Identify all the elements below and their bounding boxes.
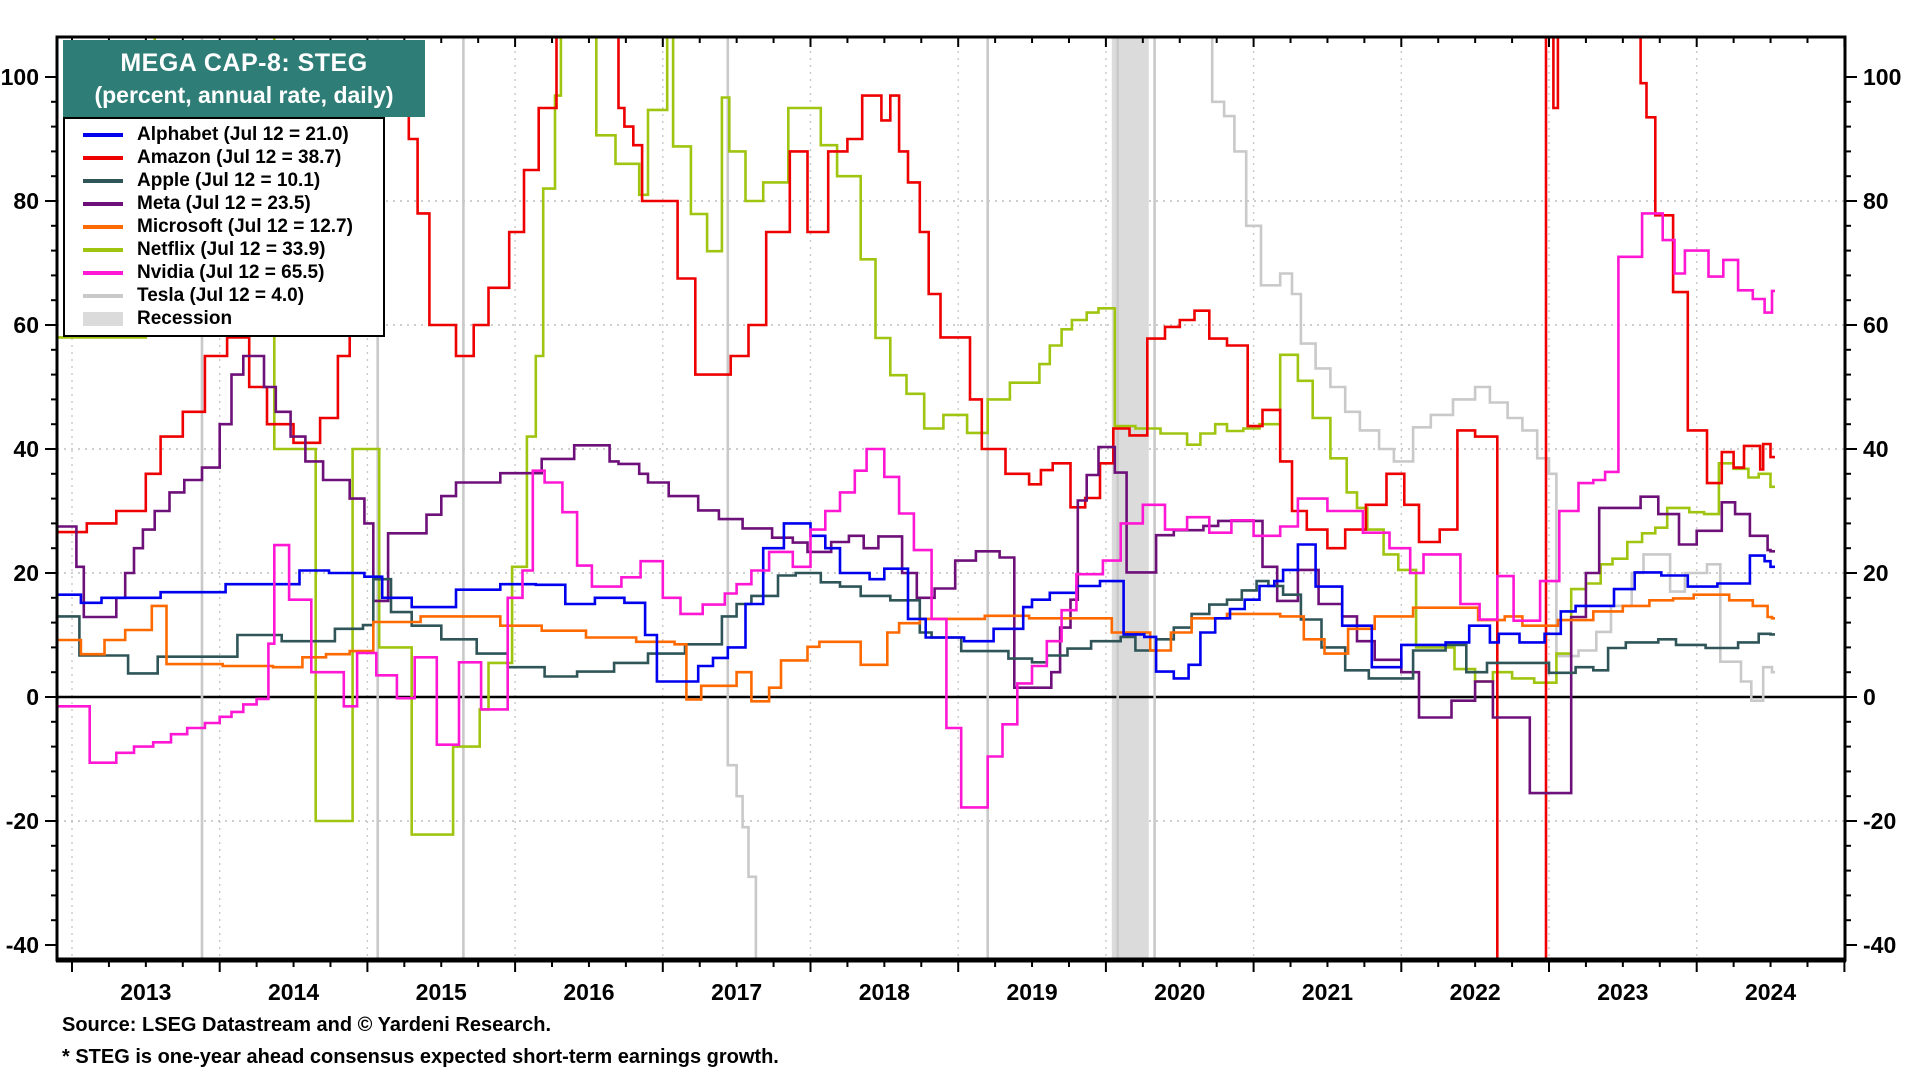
legend-item: Meta (Jul 12 = 23.5) (65, 193, 383, 216)
legend-line-swatch (83, 248, 123, 252)
legend-label: Tesla (Jul 12 = 4.0) (137, 285, 305, 306)
legend-item: Recession (65, 308, 383, 331)
y-axis-label-left: 40 (13, 436, 39, 462)
series-line-nvidia (57, 212, 1775, 809)
y-axis-label-left: 80 (13, 188, 39, 214)
legend-item: Tesla (Jul 12 = 4.0) (65, 285, 383, 308)
y-axis-label-right: -40 (1863, 932, 1896, 958)
chart-title: MEGA CAP-8: STEG (120, 48, 368, 77)
legend-item: Netflix (Jul 12 = 33.9) (65, 239, 383, 262)
series-line-tesla (200, 37, 1775, 960)
x-axis-label: 2018 (859, 979, 910, 1005)
legend-line-swatch (83, 225, 123, 229)
legend-label: Amazon (Jul 12 = 38.7) (137, 147, 342, 168)
legend-line-swatch (83, 133, 123, 137)
legend-line-swatch (83, 156, 123, 160)
legend-label: Alphabet (Jul 12 = 21.0) (137, 124, 349, 145)
x-axis-label: 2024 (1745, 979, 1796, 1005)
legend-recession-swatch (83, 312, 123, 326)
legend-item: Nvidia (Jul 12 = 65.5) (65, 262, 383, 285)
y-axis-label-left: 0 (26, 684, 39, 710)
y-axis-label-left: -20 (6, 808, 39, 834)
x-axis-label: 2013 (120, 979, 171, 1005)
footnote-steg-definition: * STEG is one-year ahead consensus expec… (62, 1046, 779, 1068)
y-axis-label-right: 80 (1863, 188, 1889, 214)
y-axis-label-right: 40 (1863, 436, 1889, 462)
series-group (57, 37, 1775, 960)
x-axis-label: 2015 (416, 979, 467, 1005)
y-axis-label-left: 100 (1, 64, 39, 90)
x-axis-label: 2016 (563, 979, 614, 1005)
x-axis-label: 2020 (1154, 979, 1205, 1005)
legend-item: Amazon (Jul 12 = 38.7) (65, 147, 383, 170)
series-line-microsoft (57, 593, 1775, 703)
legend-line-swatch (83, 202, 123, 206)
x-axis-label: 2023 (1597, 979, 1648, 1005)
legend-label: Microsoft (Jul 12 = 12.7) (137, 216, 353, 237)
legend-item: Apple (Jul 12 = 10.1) (65, 170, 383, 193)
legend-line-swatch (83, 294, 123, 298)
chart-subtitle: (percent, annual rate, daily) (94, 81, 394, 108)
legend-label: Recession (137, 308, 233, 329)
legend-label: Meta (Jul 12 = 23.5) (137, 193, 311, 214)
y-axis-label-left: 60 (13, 312, 39, 338)
x-axis-label: 2022 (1450, 979, 1501, 1005)
y-axis-label-right: -20 (1863, 808, 1896, 834)
legend-item: Microsoft (Jul 12 = 12.7) (65, 216, 383, 239)
source-note: Source: LSEG Datastream and © Yardeni Re… (62, 1014, 552, 1036)
series-line-alphabet (57, 522, 1775, 683)
series-line-netflix (57, 37, 1775, 836)
y-axis-label-left: 20 (13, 560, 39, 586)
series-line-meta (57, 354, 1775, 795)
y-axis-label-right: 100 (1863, 64, 1901, 90)
legend-label: Netflix (Jul 12 = 33.9) (137, 239, 326, 260)
legend-item: Alphabet (Jul 12 = 21.0) (65, 124, 383, 147)
chart-title-box: MEGA CAP-8: STEG (percent, annual rate, … (63, 40, 425, 117)
x-axis-label: 2021 (1302, 979, 1353, 1005)
x-axis-label: 2014 (268, 979, 319, 1005)
x-axis-label: 2017 (711, 979, 762, 1005)
y-axis-label-right: 0 (1863, 684, 1876, 710)
y-axis-label-right: 60 (1863, 312, 1889, 338)
legend-line-swatch (83, 179, 123, 183)
legend-line-swatch (83, 271, 123, 275)
chart-legend: Alphabet (Jul 12 = 21.0) Amazon (Jul 12 =… (63, 117, 385, 337)
y-axis-label-left: -40 (6, 932, 39, 958)
legend-label: Apple (Jul 12 = 10.1) (137, 170, 321, 191)
y-axis-label-right: 20 (1863, 560, 1889, 586)
legend-label: Nvidia (Jul 12 = 65.5) (137, 262, 325, 283)
x-axis-label: 2019 (1006, 979, 1057, 1005)
